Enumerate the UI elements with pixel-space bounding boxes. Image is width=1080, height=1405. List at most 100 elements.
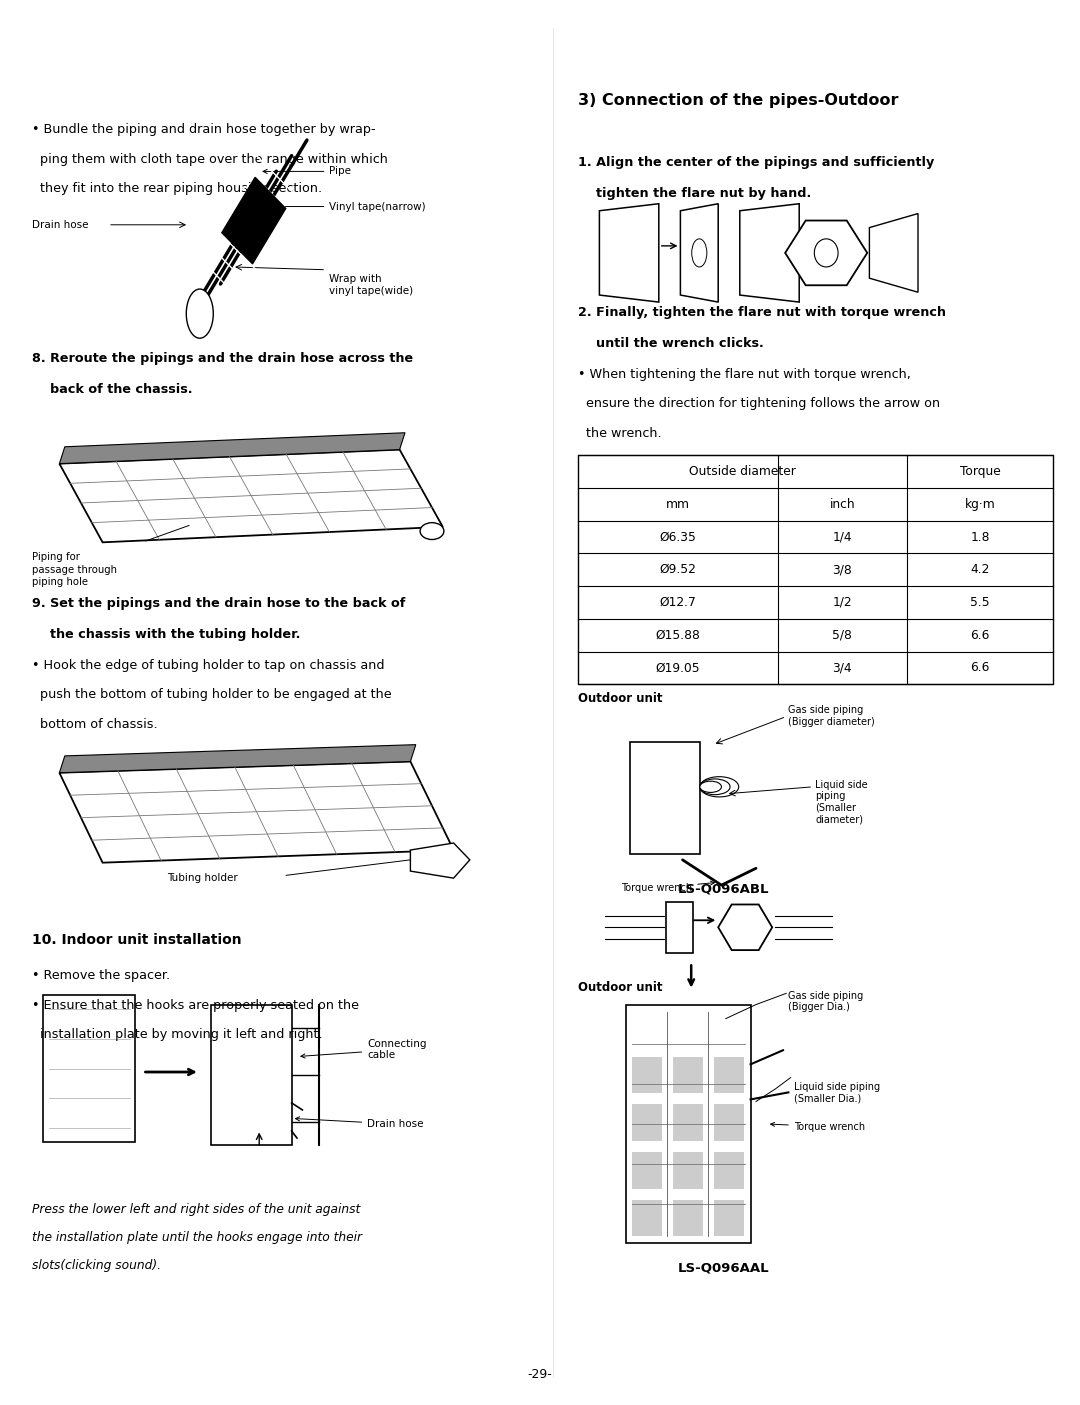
Text: Pipe: Pipe xyxy=(264,166,351,177)
Text: 4.2: 4.2 xyxy=(971,563,989,576)
Text: LS-Q096AAL: LS-Q096AAL xyxy=(678,1262,769,1274)
Polygon shape xyxy=(869,214,918,292)
Ellipse shape xyxy=(814,239,838,267)
Text: Liquid side piping
(Smaller Dia.): Liquid side piping (Smaller Dia.) xyxy=(794,1082,880,1103)
Ellipse shape xyxy=(700,777,739,797)
Polygon shape xyxy=(599,204,659,302)
Text: Liquid side
piping
(Smaller
diameter): Liquid side piping (Smaller diameter) xyxy=(815,780,868,825)
Bar xyxy=(630,742,700,854)
Text: • When tightening the flare nut with torque wrench,: • When tightening the flare nut with tor… xyxy=(578,368,910,381)
Text: • Ensure that the hooks are properly seated on the: • Ensure that the hooks are properly sea… xyxy=(32,999,360,1012)
Text: 1.8: 1.8 xyxy=(970,531,990,544)
Text: Piping for
passage through
piping hole: Piping for passage through piping hole xyxy=(32,552,118,587)
Polygon shape xyxy=(680,204,718,302)
Text: inch: inch xyxy=(829,497,855,511)
Text: Torque: Torque xyxy=(960,465,1000,478)
Text: ensure the direction for tightening follows the arrow on: ensure the direction for tightening foll… xyxy=(578,398,940,410)
Text: Outdoor unit: Outdoor unit xyxy=(578,693,662,705)
Text: • Hook the edge of tubing holder to tap on chassis and: • Hook the edge of tubing holder to tap … xyxy=(32,659,384,672)
Text: Ø12.7: Ø12.7 xyxy=(659,596,697,608)
Text: mm: mm xyxy=(665,497,690,511)
Text: Ø6.35: Ø6.35 xyxy=(659,531,697,544)
Bar xyxy=(714,1057,744,1093)
Polygon shape xyxy=(410,843,470,878)
Text: 6.6: 6.6 xyxy=(971,662,989,674)
Text: 3/4: 3/4 xyxy=(833,662,852,674)
Text: Wrap with
vinyl tape(wide): Wrap with vinyl tape(wide) xyxy=(329,274,414,296)
Ellipse shape xyxy=(186,289,213,339)
Bar xyxy=(673,1152,703,1189)
Text: Outside diameter: Outside diameter xyxy=(689,465,796,478)
Text: the chassis with the tubing holder.: the chassis with the tubing holder. xyxy=(32,628,300,641)
Text: 6.6: 6.6 xyxy=(971,628,989,642)
Text: LS-Q096ABL: LS-Q096ABL xyxy=(678,882,769,895)
Text: Drain hose: Drain hose xyxy=(296,1117,423,1130)
Text: Gas side piping
(Bigger Dia.): Gas side piping (Bigger Dia.) xyxy=(788,991,864,1012)
Bar xyxy=(714,1152,744,1189)
Ellipse shape xyxy=(700,781,721,792)
Text: Vinyl tape(narrow): Vinyl tape(narrow) xyxy=(269,201,426,212)
Text: tighten the flare nut by hand.: tighten the flare nut by hand. xyxy=(578,187,811,200)
Text: Ø19.05: Ø19.05 xyxy=(656,662,700,674)
Bar xyxy=(673,1104,703,1141)
Text: • Remove the spacer.: • Remove the spacer. xyxy=(32,969,171,982)
Text: -29-: -29- xyxy=(528,1367,552,1381)
Text: Tubing holder: Tubing holder xyxy=(167,873,239,884)
Text: Ø15.88: Ø15.88 xyxy=(656,628,700,642)
Text: 3/8: 3/8 xyxy=(833,563,852,576)
Ellipse shape xyxy=(700,778,730,795)
Polygon shape xyxy=(59,433,405,464)
Text: until the wrench clicks.: until the wrench clicks. xyxy=(578,337,764,350)
Ellipse shape xyxy=(420,523,444,540)
Text: Drain hose: Drain hose xyxy=(32,219,89,230)
Text: 9. Set the pipings and the drain hose to the back of: 9. Set the pipings and the drain hose to… xyxy=(32,597,406,610)
Polygon shape xyxy=(59,450,443,542)
Text: push the bottom of tubing holder to be engaged at the: push the bottom of tubing holder to be e… xyxy=(32,688,392,701)
Polygon shape xyxy=(59,762,454,863)
Text: 5.5: 5.5 xyxy=(970,596,990,608)
Bar xyxy=(632,1104,662,1141)
Text: 5/8: 5/8 xyxy=(833,628,852,642)
Polygon shape xyxy=(785,221,867,285)
Text: 3) Connection of the pipes-Outdoor: 3) Connection of the pipes-Outdoor xyxy=(578,93,899,108)
Text: 10. Indoor unit installation: 10. Indoor unit installation xyxy=(32,933,242,947)
Bar xyxy=(714,1200,744,1236)
Text: ping them with cloth tape over the range within which: ping them with cloth tape over the range… xyxy=(32,153,389,166)
Bar xyxy=(714,1104,744,1141)
Text: 1/2: 1/2 xyxy=(833,596,852,608)
Text: bottom of chassis.: bottom of chassis. xyxy=(32,718,158,731)
Text: Outdoor unit: Outdoor unit xyxy=(578,981,662,993)
Bar xyxy=(632,1200,662,1236)
Text: Press the lower left and right sides of the unit against: Press the lower left and right sides of … xyxy=(32,1203,361,1215)
Polygon shape xyxy=(718,905,772,950)
Text: the installation plate until the hooks engage into their: the installation plate until the hooks e… xyxy=(32,1231,363,1243)
Text: Ø9.52: Ø9.52 xyxy=(659,563,697,576)
Polygon shape xyxy=(221,177,286,264)
Bar xyxy=(673,1200,703,1236)
Ellipse shape xyxy=(691,239,706,267)
Text: they fit into the rear piping housing section.: they fit into the rear piping housing se… xyxy=(32,183,323,195)
Text: back of the chassis.: back of the chassis. xyxy=(32,384,193,396)
Text: Torque wrench: Torque wrench xyxy=(621,881,714,894)
Polygon shape xyxy=(59,745,416,773)
Polygon shape xyxy=(740,204,799,302)
Text: • Bundle the piping and drain hose together by wrap-: • Bundle the piping and drain hose toget… xyxy=(32,124,376,136)
Bar xyxy=(211,1005,292,1145)
Text: Connecting
cable: Connecting cable xyxy=(301,1038,427,1061)
Bar xyxy=(673,1057,703,1093)
Text: Torque wrench: Torque wrench xyxy=(771,1121,865,1132)
Text: the wrench.: the wrench. xyxy=(578,427,661,440)
Text: 2. Finally, tighten the flare nut with torque wrench: 2. Finally, tighten the flare nut with t… xyxy=(578,306,946,319)
Bar xyxy=(632,1057,662,1093)
Text: installation plate by moving it left and right.: installation plate by moving it left and… xyxy=(32,1028,323,1041)
Text: 8. Reroute the pipings and the drain hose across the: 8. Reroute the pipings and the drain hos… xyxy=(32,353,414,365)
Text: slots(clicking sound).: slots(clicking sound). xyxy=(32,1259,161,1272)
Bar xyxy=(626,1005,751,1243)
Bar xyxy=(578,455,1053,684)
Text: 1/4: 1/4 xyxy=(833,531,852,544)
Text: Gas side piping
(Bigger diameter): Gas side piping (Bigger diameter) xyxy=(788,705,875,726)
Text: kg·m: kg·m xyxy=(964,497,996,511)
Bar xyxy=(666,902,693,953)
Text: 1. Align the center of the pipings and sufficiently: 1. Align the center of the pipings and s… xyxy=(578,156,934,169)
Bar xyxy=(43,995,135,1142)
